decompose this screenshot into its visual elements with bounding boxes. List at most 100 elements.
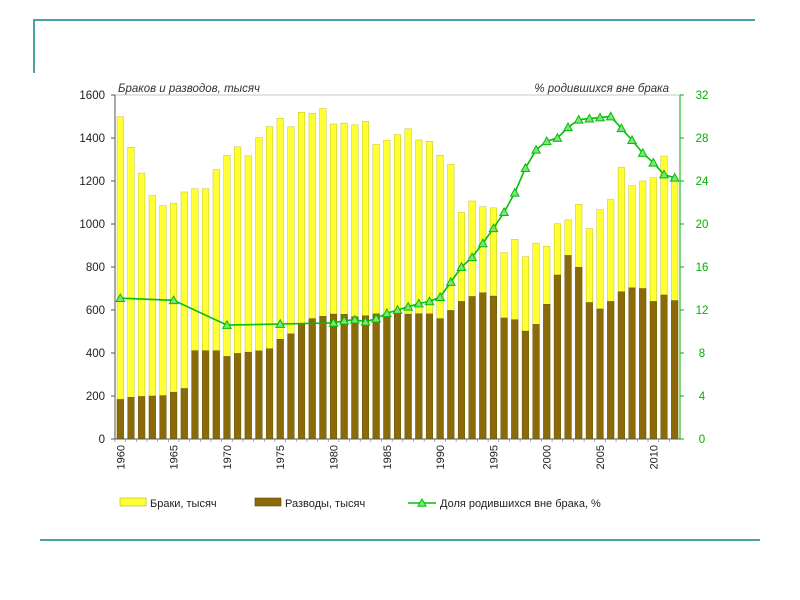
divorces-bar-1964	[159, 395, 167, 440]
left-axis-tick-label-200: 200	[86, 391, 105, 403]
x-axis-tick-label-2010: 2010	[648, 445, 660, 469]
divorces-bar-1982	[351, 316, 359, 440]
out-of-wedlock-marker-2002	[563, 122, 574, 132]
legend-swatch-marker-2	[417, 497, 427, 507]
divorces-bar-1967	[191, 350, 199, 440]
right-axis-tick-label-0: 0	[699, 434, 705, 446]
legend-label-0: Браки, тысяч	[150, 498, 217, 510]
left-axis-tick-label-800: 800	[86, 262, 105, 274]
slide-frame-top-line	[33, 19, 755, 21]
out-of-wedlock-marker-2007	[616, 123, 627, 133]
left-axis-title: Браков и разводов, тысяч	[118, 83, 260, 95]
divorces-bar-1963	[148, 395, 156, 440]
divorces-bar-1992	[457, 301, 465, 440]
x-axis-tick-label-1990: 1990	[435, 445, 447, 469]
out-of-wedlock-marker-2009	[637, 147, 648, 157]
divorces-bar-1983	[362, 315, 370, 440]
divorces-bar-1988	[415, 313, 423, 440]
left-axis-tick-label-1600: 1600	[79, 90, 105, 102]
right-axis-tick-label-20: 20	[696, 219, 709, 231]
chart-legend: Браки, тысяч Разводы, тысяч Доля родившихс…	[119, 497, 601, 510]
divorces-bar-2005	[596, 308, 604, 440]
divorces-bar-2006	[607, 301, 615, 440]
out-of-wedlock-marker-1983	[360, 316, 371, 326]
divorces-bar-1981	[340, 314, 348, 440]
slide-frame-bottom-line	[40, 539, 760, 541]
left-axis-tick-label-1400: 1400	[79, 133, 105, 145]
divorces-bar-1995	[489, 295, 497, 440]
x-axis-tick-label-1980: 1980	[329, 445, 341, 469]
out-of-wedlock-marker-2001	[552, 132, 563, 142]
out-of-wedlock-marker-1991	[445, 276, 456, 286]
out-of-wedlock-marker-1981	[339, 315, 350, 325]
x-axis-tick-label-1995: 1995	[488, 445, 500, 469]
right-axis-tick-label-32: 32	[696, 90, 709, 102]
divorces-bar-1991	[447, 310, 455, 440]
out-of-wedlock-marker-1988	[413, 298, 424, 308]
divorces-bar-1987	[404, 313, 412, 440]
divorces-bar-1979	[319, 316, 327, 440]
divorces-bar-1960	[116, 399, 124, 440]
out-of-wedlock-marker-1965	[168, 295, 179, 305]
out-of-wedlock-marker-1995	[488, 223, 499, 233]
divorces-bar-1990	[436, 318, 444, 440]
divorces-bar-2001	[553, 274, 561, 440]
marriages-bar-1961	[127, 147, 135, 440]
left-axis-tick-label-1200: 1200	[79, 176, 105, 188]
right-axis-tick-label-24: 24	[696, 176, 709, 188]
line-series-layer	[115, 111, 680, 329]
right-axis-tick-label-16: 16	[696, 262, 709, 274]
divorces-bar-1971	[234, 353, 242, 440]
out-of-wedlock-marker-1987	[403, 301, 414, 311]
out-of-wedlock-marker-2010	[648, 157, 659, 167]
right-axis-tick-label-4: 4	[699, 391, 706, 403]
out-of-wedlock-marker-2005	[594, 112, 606, 122]
divorces-bar-1984	[372, 313, 380, 440]
divorces-bar-1973	[255, 350, 263, 440]
out-of-wedlock-marker-2011	[658, 169, 670, 179]
right-axis-tick-label-12: 12	[696, 305, 709, 317]
divorces-bar-2007	[617, 291, 625, 440]
out-of-wedlock-marker-1980	[328, 317, 339, 327]
divorces-bar-1966	[180, 388, 188, 440]
divorces-bar-2012	[671, 300, 679, 440]
out-of-wedlock-marker-1990	[435, 291, 446, 301]
out-of-wedlock-marker-1999	[531, 144, 542, 154]
slide-frame-left-line	[33, 19, 35, 73]
out-of-wedlock-marker-1985	[381, 307, 392, 318]
divorces-bar-1977	[298, 323, 306, 440]
divorces-bar-1976	[287, 333, 295, 440]
divorces-bar-1969	[212, 350, 220, 440]
divorces-bar-1962	[138, 396, 146, 440]
divorces-bar-1968	[202, 350, 210, 440]
legend-swatch-0	[119, 497, 147, 507]
x-axis-tick-label-2005: 2005	[595, 445, 607, 469]
out-of-wedlock-marker-1986	[392, 304, 403, 314]
divorces-bar-2003	[575, 267, 583, 440]
x-axis-tick-label-1985: 1985	[382, 445, 394, 469]
out-of-wedlock-marker-2012	[669, 172, 680, 182]
x-axis-tick-label-1975: 1975	[275, 445, 287, 469]
divorces-bar-1974	[266, 348, 274, 440]
divorces-bar-1989	[425, 313, 433, 440]
out-of-wedlock-marker-2008	[626, 134, 638, 145]
right-axis-tick-label-8: 8	[699, 348, 705, 360]
left-axis-tick-label-1000: 1000	[79, 219, 105, 231]
divorces-bar-2004	[585, 302, 593, 440]
divorces-bar-1993	[468, 296, 476, 440]
out-of-wedlock-marker-2004	[584, 113, 595, 123]
out-of-wedlock-marker-1992	[456, 261, 467, 271]
divorces-bar-1985	[383, 316, 391, 440]
left-axis-tick-label-400: 400	[86, 348, 105, 360]
out-of-wedlock-marker-1975	[275, 318, 286, 328]
divorces-bar-2008	[628, 287, 636, 440]
divorces-bar-1986	[394, 313, 402, 440]
divorces-bar-1998	[521, 330, 529, 440]
out-of-wedlock-marker-1970	[221, 319, 232, 329]
out-of-wedlock-marker-1998	[520, 162, 531, 172]
divorces-bar-1999	[532, 324, 540, 440]
divorces-bar-1970	[223, 356, 231, 440]
left-axis-tick-label-0: 0	[99, 434, 105, 446]
out-of-wedlock-marker-1982	[349, 314, 360, 324]
